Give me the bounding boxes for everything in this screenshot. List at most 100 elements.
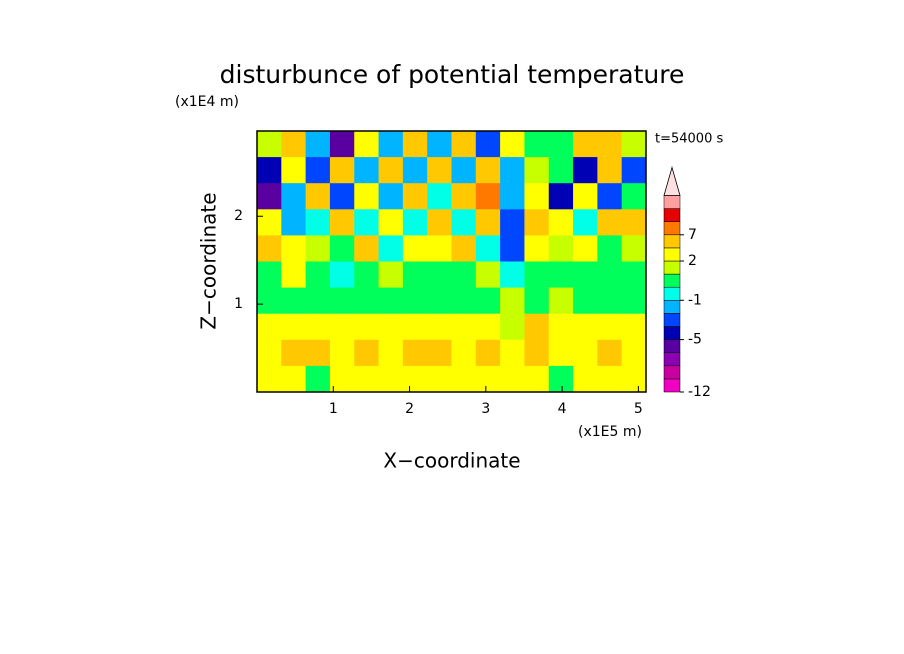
contour-cell — [281, 183, 307, 210]
contour-cell — [597, 261, 623, 289]
contour-cell — [378, 235, 404, 262]
contour-cell — [451, 183, 477, 210]
contour-cell — [475, 287, 501, 315]
colorbar-box — [663, 273, 681, 288]
x-tick-label: 3 — [481, 401, 490, 417]
contour-cell — [548, 183, 574, 210]
contour-cell — [281, 313, 307, 341]
contour-cell — [305, 235, 331, 262]
contour-cell — [475, 209, 501, 236]
contour-cell — [573, 183, 598, 210]
contour-cell — [257, 235, 282, 262]
contour-cell — [548, 339, 574, 367]
contour-cell — [548, 235, 574, 262]
contour-cell — [548, 287, 574, 315]
contour-cell — [548, 313, 574, 341]
contour-cell — [257, 209, 282, 236]
contour-cell — [475, 157, 501, 184]
contour-cell — [329, 339, 355, 367]
colorbar-box — [663, 195, 681, 209]
contour-cell — [281, 287, 307, 315]
chart-title: disturbunce of potential temperature — [220, 60, 685, 89]
colorbar-box — [663, 313, 681, 327]
contour-cell — [621, 261, 647, 289]
contour-cell — [329, 235, 355, 262]
contour-cell — [548, 365, 574, 393]
contour-cell — [281, 261, 307, 289]
colorbar-box — [663, 260, 681, 275]
contour-cell — [402, 183, 428, 210]
contour-cell — [500, 157, 525, 184]
contour-cell — [451, 365, 477, 393]
contour-cell — [427, 157, 452, 184]
colorbar-box — [663, 208, 681, 222]
contour-cell — [573, 157, 598, 184]
contour-cell — [621, 131, 647, 158]
colorbar-box — [663, 286, 681, 301]
contour-cell — [402, 287, 428, 315]
contour-cell — [305, 365, 331, 393]
colorbar-box — [663, 234, 681, 249]
contour-cell — [451, 131, 477, 158]
contour-cell — [621, 287, 647, 315]
contour-cell — [329, 131, 355, 158]
x-unit: (x1E5 m) — [578, 424, 642, 440]
contour-cell — [524, 157, 550, 184]
contour-cell — [257, 313, 282, 341]
colorbar-box — [663, 378, 681, 393]
contour-cell — [402, 313, 428, 341]
contour-cell — [329, 261, 355, 289]
contour-cell — [305, 287, 331, 315]
contour-cell — [451, 339, 477, 367]
contour-cell — [427, 365, 452, 393]
contour-cell — [597, 287, 623, 315]
contour-cell — [524, 287, 550, 315]
contour-cell — [451, 287, 477, 315]
contour-cell — [402, 365, 428, 393]
contour-cell — [475, 339, 501, 367]
colorbar-box — [663, 365, 681, 380]
contour-cell — [451, 157, 477, 184]
contour-cell — [573, 235, 598, 262]
contour-cell — [378, 313, 404, 341]
contour-cell — [621, 313, 647, 341]
contour-cell — [354, 235, 380, 262]
contour-cell — [573, 209, 598, 236]
contour-cell — [427, 131, 452, 158]
plot-frame — [256, 130, 647, 393]
contour-cell — [427, 339, 452, 367]
contour-cell — [281, 131, 307, 158]
contour-cell — [354, 131, 380, 158]
contour-cell — [500, 339, 525, 367]
contour-cell — [402, 209, 428, 236]
contour-cell — [354, 287, 380, 315]
contour-cell — [329, 183, 355, 210]
contour-cell — [621, 365, 647, 393]
contour-cell — [451, 235, 477, 262]
y-tick-label: 1 — [234, 296, 243, 312]
contour-cell — [451, 209, 477, 236]
contour-cell — [427, 183, 452, 210]
contour-cell — [524, 365, 550, 393]
contour-cell — [597, 183, 623, 210]
contour-cell — [281, 365, 307, 393]
contour-cell — [524, 209, 550, 236]
contour-cell — [548, 131, 574, 158]
contour-cell — [573, 339, 598, 367]
contour-cell — [354, 157, 380, 184]
contour-cell — [573, 287, 598, 315]
contour-cell — [500, 209, 525, 236]
contour-cell — [257, 157, 282, 184]
contour-cell — [475, 313, 501, 341]
contour-cell — [573, 131, 598, 158]
contour-cell — [402, 131, 428, 158]
contour-cell — [500, 183, 525, 210]
contour-cell — [402, 157, 428, 184]
colorbar-box — [663, 247, 681, 262]
contour-cell — [597, 157, 623, 184]
contour-cell — [524, 183, 550, 210]
contour-cell — [305, 157, 331, 184]
x-tick-label: 2 — [405, 401, 414, 417]
colorbar-label: 2 — [688, 253, 697, 269]
contour-cell — [427, 287, 452, 315]
